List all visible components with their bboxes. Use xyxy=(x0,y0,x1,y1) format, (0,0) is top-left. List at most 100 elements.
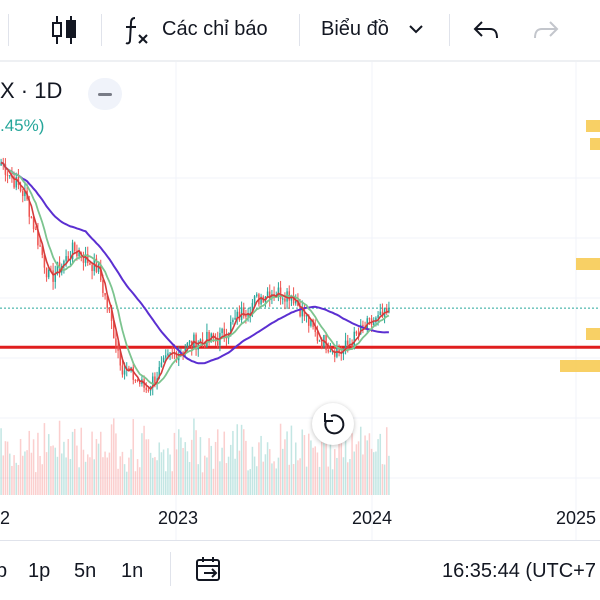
volume-profile-bar xyxy=(586,328,600,340)
candle-body xyxy=(255,294,258,297)
volume-bar xyxy=(251,446,254,495)
volume-bar xyxy=(171,471,174,495)
volume-bar xyxy=(160,452,163,495)
volume-bar xyxy=(123,464,126,495)
candle-body xyxy=(30,216,33,218)
candlestick-icon[interactable] xyxy=(50,14,78,46)
toolbar-separator xyxy=(449,14,450,46)
volume-bar xyxy=(47,434,50,495)
candle-body xyxy=(84,254,87,263)
candle-body xyxy=(132,367,135,380)
redo-icon[interactable] xyxy=(532,18,560,42)
volume-bar xyxy=(349,459,351,495)
candle-body xyxy=(21,190,24,197)
volume-bar xyxy=(119,456,122,495)
chevron-down-icon[interactable] xyxy=(408,22,424,36)
volume-profile-bar xyxy=(586,120,600,132)
volume-bar xyxy=(2,455,5,495)
chart-menu-button[interactable]: Biểu đồ xyxy=(321,18,389,40)
date-range-icon[interactable] xyxy=(194,556,224,584)
candle-body xyxy=(91,264,93,272)
volume-bar xyxy=(281,448,284,495)
volume-bar xyxy=(284,439,286,495)
timeframe-1n[interactable]: 1n xyxy=(121,560,144,582)
candle-body xyxy=(67,256,70,260)
volume-bar xyxy=(73,428,76,495)
volume-bar xyxy=(342,457,345,495)
volume-bar xyxy=(255,466,258,495)
candle-body xyxy=(24,190,26,197)
candle-body xyxy=(344,340,347,350)
volume-bar xyxy=(78,467,80,495)
candle-body xyxy=(110,310,113,321)
candle-body xyxy=(160,362,163,368)
candle-body xyxy=(221,328,223,334)
volume-bar xyxy=(8,453,11,495)
candle-body xyxy=(260,296,262,305)
candle-body xyxy=(52,270,54,282)
volume-bars xyxy=(0,418,390,495)
candle-body xyxy=(338,348,340,353)
volume-bar xyxy=(320,441,323,495)
volume-bar xyxy=(197,464,200,495)
volume-bar xyxy=(331,469,334,495)
undo-icon[interactable] xyxy=(472,18,500,42)
volume-bar xyxy=(225,463,228,495)
price-chart[interactable] xyxy=(0,62,600,540)
timeframe-button[interactable]: p xyxy=(0,560,8,582)
volume-bar xyxy=(128,457,130,495)
volume-bar xyxy=(141,433,143,495)
moving-average-mid xyxy=(0,161,390,386)
volume-bar xyxy=(86,454,89,495)
candle-body xyxy=(238,311,241,321)
price-change-label: .45%) xyxy=(0,116,45,135)
fx-indicator-icon[interactable] xyxy=(122,14,150,46)
symbol-label[interactable]: X · 1D xyxy=(0,78,63,103)
candle-body xyxy=(147,389,150,391)
candle-body xyxy=(117,345,119,351)
volume-bar xyxy=(89,457,91,495)
volume-bar xyxy=(221,447,223,495)
volume-bar xyxy=(32,439,35,495)
candle-body xyxy=(8,175,11,177)
volume-bar xyxy=(45,452,48,495)
clock-label: 16:35:44 (UTC+7 xyxy=(442,560,596,582)
volume-bar xyxy=(208,438,210,495)
reset-chart-button[interactable] xyxy=(312,403,354,445)
indicators-button[interactable]: Các chỉ báo xyxy=(162,18,268,40)
candle-body xyxy=(299,305,301,317)
volume-bar xyxy=(288,464,291,495)
candle-body xyxy=(0,162,2,166)
candle-body xyxy=(136,379,139,382)
volume-bar xyxy=(227,456,230,495)
volume-bar xyxy=(34,472,37,495)
timeframe-1p[interactable]: 1p xyxy=(28,560,51,582)
volume-bar xyxy=(223,431,226,495)
candle-body xyxy=(89,262,91,265)
volume-bar xyxy=(264,454,267,495)
collapse-legend-button[interactable] xyxy=(88,78,122,110)
candle-body xyxy=(115,338,117,346)
volume-bar xyxy=(381,464,384,495)
volume-bar xyxy=(212,468,215,495)
candle-body xyxy=(247,314,249,317)
volume-bar xyxy=(290,425,293,495)
volume-bar xyxy=(325,429,327,495)
volume-bar xyxy=(112,418,115,495)
volume-bar xyxy=(277,457,280,495)
volume-bar xyxy=(108,452,111,495)
candle-body xyxy=(41,246,44,255)
volume-bar xyxy=(4,441,7,495)
toolbar-separator xyxy=(8,14,9,46)
candle-body xyxy=(39,245,41,247)
volume-bar xyxy=(63,441,65,495)
candle-body xyxy=(223,328,226,337)
volume-bar xyxy=(206,457,208,495)
volume-bar xyxy=(247,470,249,495)
candle-body xyxy=(104,292,106,296)
volume-bar xyxy=(177,429,180,495)
x-tick-label: 2025 xyxy=(556,508,597,528)
candle-body xyxy=(15,177,18,188)
timeframe-5n[interactable]: 5n xyxy=(74,560,97,582)
volume-bar xyxy=(240,424,243,495)
